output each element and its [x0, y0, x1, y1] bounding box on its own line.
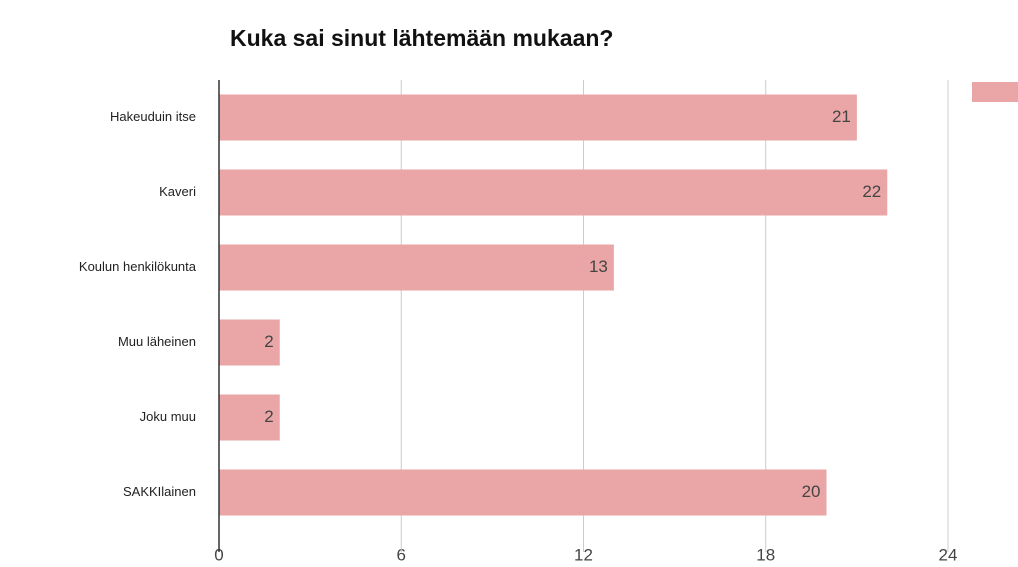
bar — [219, 94, 857, 141]
data-label: 22 — [862, 182, 881, 201]
x-tick-label: 0 — [214, 545, 223, 564]
bar — [219, 394, 280, 441]
data-label: 20 — [802, 482, 821, 501]
x-tick-label: 6 — [397, 545, 406, 564]
bar — [219, 244, 614, 291]
x-tick-label: 18 — [756, 545, 775, 564]
data-label: 21 — [832, 107, 851, 126]
bar — [219, 469, 827, 516]
bar — [219, 169, 888, 216]
x-tick-label: 24 — [939, 545, 958, 564]
data-label: 2 — [264, 407, 273, 426]
bar — [219, 319, 280, 366]
data-label: 2 — [264, 332, 273, 351]
legend-swatch — [972, 82, 1018, 102]
y-tick-label: Koulun henkilökunta — [79, 259, 197, 274]
chart-title: Kuka sai sinut lähtemään mukaan? — [230, 25, 613, 51]
y-tick-label: Muu läheinen — [118, 334, 196, 349]
x-tick-label: 12 — [574, 545, 593, 564]
y-tick-label: SAKKIlainen — [123, 484, 196, 499]
y-tick-label: Joku muu — [140, 409, 196, 424]
data-label: 13 — [589, 257, 608, 276]
y-tick-label: Kaveri — [159, 184, 196, 199]
y-tick-label: Hakeuduin itse — [110, 109, 196, 124]
